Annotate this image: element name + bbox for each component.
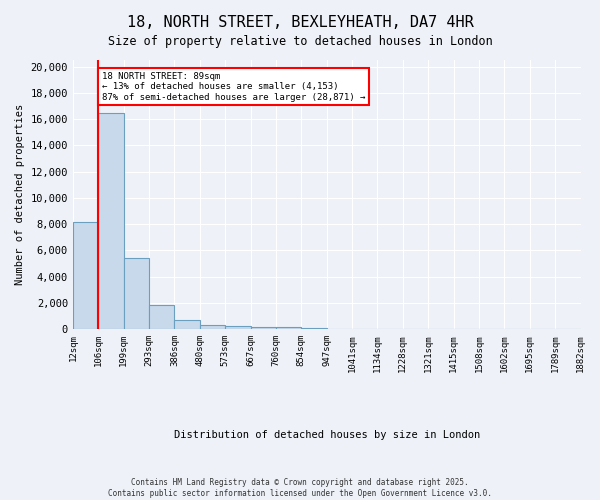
Text: Contains HM Land Registry data © Crown copyright and database right 2025.
Contai: Contains HM Land Registry data © Crown c… (108, 478, 492, 498)
Bar (73, 222, 98, 329)
Bar (175, 320, 200, 329)
Bar (276, 328, 301, 329)
Text: Size of property relative to detached houses in London: Size of property relative to detached ho… (107, 35, 493, 48)
X-axis label: Distribution of detached houses by size in London: Distribution of detached houses by size … (173, 430, 480, 440)
Bar (124, 258, 149, 329)
Text: 18 NORTH STREET: 89sqm
← 13% of detached houses are smaller (4,153)
87% of semi-: 18 NORTH STREET: 89sqm ← 13% of detached… (102, 72, 365, 102)
Bar (251, 327, 276, 329)
Bar (200, 325, 225, 329)
Bar (98, 112, 124, 329)
Bar (149, 305, 175, 329)
Bar (301, 328, 327, 329)
Y-axis label: Number of detached properties: Number of detached properties (15, 104, 25, 285)
Text: 18, NORTH STREET, BEXLEYHEATH, DA7 4HR: 18, NORTH STREET, BEXLEYHEATH, DA7 4HR (127, 15, 473, 30)
Bar (225, 326, 251, 329)
